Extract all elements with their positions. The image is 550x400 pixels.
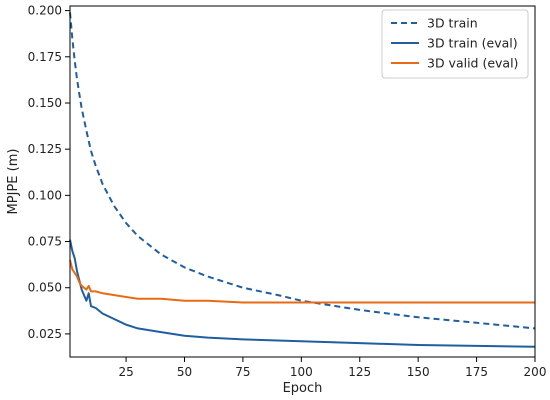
x-axis: 25 50 75 100 125 150 175 200 — [118, 357, 546, 379]
y-tick-label: 0.200 — [28, 4, 62, 18]
legend-label: 3D train (eval) — [427, 36, 518, 51]
x-tick-label: 100 — [290, 365, 313, 379]
legend: 3D train 3D train (eval) 3D valid (eval) — [381, 9, 529, 79]
y-axis-label: MPJPE (m) — [6, 149, 21, 215]
x-tick-label: 25 — [118, 365, 133, 379]
legend-label: 3D valid (eval) — [427, 56, 518, 71]
y-tick-label: 0.175 — [28, 50, 62, 64]
y-tick-label: 0.050 — [28, 281, 62, 295]
x-axis-label: Epoch — [283, 381, 323, 396]
series-line-1 — [69, 12, 536, 330]
y-tick-label: 0.025 — [28, 327, 62, 341]
x-tick-label: 50 — [177, 365, 192, 379]
y-tick-label: 0.125 — [28, 142, 62, 156]
series-line-2 — [69, 239, 536, 348]
legend-box — [381, 9, 529, 79]
plot-lines — [69, 12, 536, 348]
x-tick-label: 125 — [348, 365, 371, 379]
y-tick-label: 0.075 — [28, 235, 62, 249]
series-line-3 — [69, 259, 535, 304]
y-axis: 0.025 0.050 0.075 0.100 0.125 0.150 0.175 0.200 — [28, 4, 70, 341]
x-tick-label: 75 — [235, 365, 250, 379]
y-tick-label: 0.100 — [28, 188, 62, 202]
x-tick-label: 175 — [465, 365, 488, 379]
x-tick-label: 150 — [407, 365, 430, 379]
legend-label: 3D train — [427, 16, 478, 31]
plot-frame — [69, 5, 536, 358]
x-tick-label: 200 — [524, 365, 547, 379]
y-tick-label: 0.150 — [28, 96, 62, 110]
